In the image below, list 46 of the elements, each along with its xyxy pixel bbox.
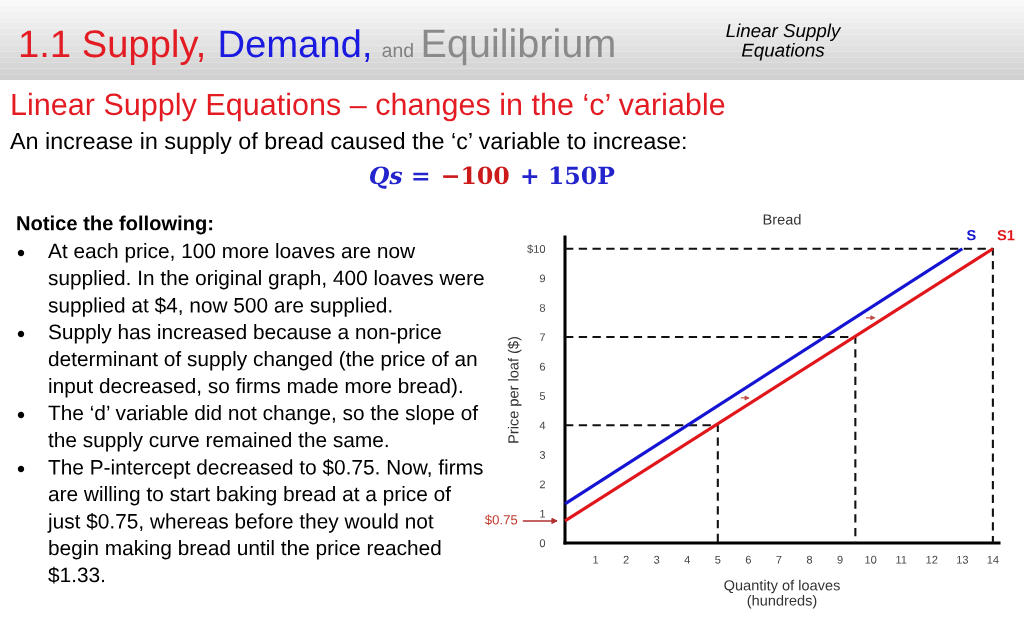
series-label: S1: [997, 230, 1015, 241]
x-tick-label: 13: [956, 555, 969, 564]
text: 1.1 Supply,: [20, 29, 203, 65]
x-tick-label: 2: [623, 555, 629, 564]
text: −100: [443, 166, 509, 185]
y-tick-label: 3: [539, 451, 546, 459]
x-tick-label: 10: [865, 555, 877, 564]
x-tick-label: 3: [654, 555, 660, 564]
text: and: [382, 42, 413, 58]
text: Equilibrium: [423, 28, 614, 66]
x-axis-title: Quantity of loaves (hundreds): [724, 579, 840, 609]
y-tick-label: 7: [539, 333, 545, 342]
y-tick-label: 2: [539, 480, 545, 489]
series-label: S: [966, 230, 976, 241]
x-tick-label: 7: [776, 555, 782, 564]
x-tick-label: 4: [684, 555, 691, 564]
y-tick-label: 6: [539, 362, 546, 371]
text: The ‘d’ variable did not change, so the slope of the supply curve remained the same.: [48, 405, 479, 452]
chart-title: Bread: [763, 213, 801, 225]
text: Notice the following:: [17, 215, 213, 235]
text: Linear Supply Equations – changes in the ‘c’ variable: [12, 92, 725, 122]
text: + 150P: [522, 166, 615, 185]
x-tick-label: 9: [837, 555, 843, 564]
y-axis-title: Price per loaf ($): [507, 337, 522, 443]
x-tick-label: 5: [715, 555, 721, 564]
x-tick-label: 12: [926, 555, 938, 564]
y-tick-label: 9: [539, 274, 546, 283]
x-tick-label: 8: [806, 555, 813, 564]
text: Linear Supply Equations: [726, 23, 842, 61]
x-tick-label: 14: [987, 555, 999, 564]
y-tick-label: 4: [539, 421, 546, 430]
y-tick-label: 0: [539, 539, 546, 548]
x-tick-label: 11: [896, 555, 907, 564]
y-tick-label: 5: [539, 392, 546, 401]
text: Qs =: [369, 166, 429, 189]
y-tick-label: 8: [539, 303, 546, 312]
text: Supply has increased because a non-price determinant of supply changed (the price of an input decreased, so firms made more bread).: [48, 324, 477, 398]
x-tick-label: 1: [593, 555, 599, 564]
x-tick-label: 6: [745, 555, 751, 564]
y-tick-label: $10: [527, 244, 546, 254]
text: Demand,: [220, 29, 370, 62]
annotation: $0.75: [484, 514, 518, 526]
y-tick-label: 1: [540, 509, 546, 518]
text: The P-intercept decreased to $0.75. Now, firms are willing to start baking bread at a price of just $0.75, whereas before they would not begin making bread until the price reached $1.33.: [47, 459, 483, 584]
text: At each price, 100 more loaves are now supplied. In the original graph, 400 loaves were supplied at $4, now 500 are supplied.: [48, 243, 484, 317]
text: An increase in supply of bread caused the ‘c’ variable to increase:: [10, 132, 686, 154]
